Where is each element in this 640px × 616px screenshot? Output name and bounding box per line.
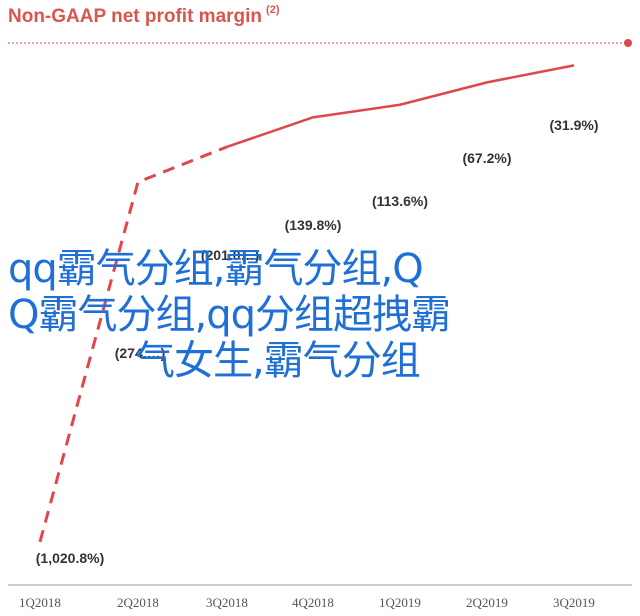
- x-tick-label: 4Q2018: [292, 595, 334, 610]
- x-tick-label: 1Q2018: [19, 595, 61, 610]
- x-tick-label: 3Q2019: [553, 595, 595, 610]
- overlay-line-1: qq霸气分组,霸气分组,Q: [8, 246, 424, 292]
- x-tick-label: 2Q2018: [117, 595, 159, 610]
- title-rule-dot: [624, 39, 632, 47]
- chart-title: Non-GAAP net profit margin (2): [8, 4, 280, 28]
- data-label: (31.9%): [549, 117, 598, 133]
- overlay-line-3: 气女生,霸气分组: [135, 338, 421, 384]
- overlay-watermark-text: qq霸气分组,霸气分组,Q Q霸气分组,qq分组超拽霸 气女生,霸气分组: [8, 246, 568, 384]
- title-footnote: (2): [266, 4, 280, 16]
- chart-title-text: Non-GAAP net profit margin: [8, 6, 263, 27]
- series-line-dashed: [38, 145, 228, 543]
- data-label: (1,020.8%): [36, 550, 104, 566]
- data-label: (201.0…): [201, 247, 259, 263]
- x-tick-label: 3Q2018: [206, 595, 248, 610]
- data-label: (113.6%): [372, 193, 428, 209]
- x-tick-label: 2Q2019: [466, 595, 508, 610]
- data-label: (274.…): [115, 345, 166, 361]
- data-label: (139.8%): [285, 217, 342, 233]
- data-label: (67.2%): [462, 150, 511, 166]
- x-tick-label: 1Q2019: [379, 595, 421, 610]
- overlay-line-2: Q霸气分组,qq分组超拽霸: [8, 292, 451, 338]
- series-line-solid: [226, 64, 575, 149]
